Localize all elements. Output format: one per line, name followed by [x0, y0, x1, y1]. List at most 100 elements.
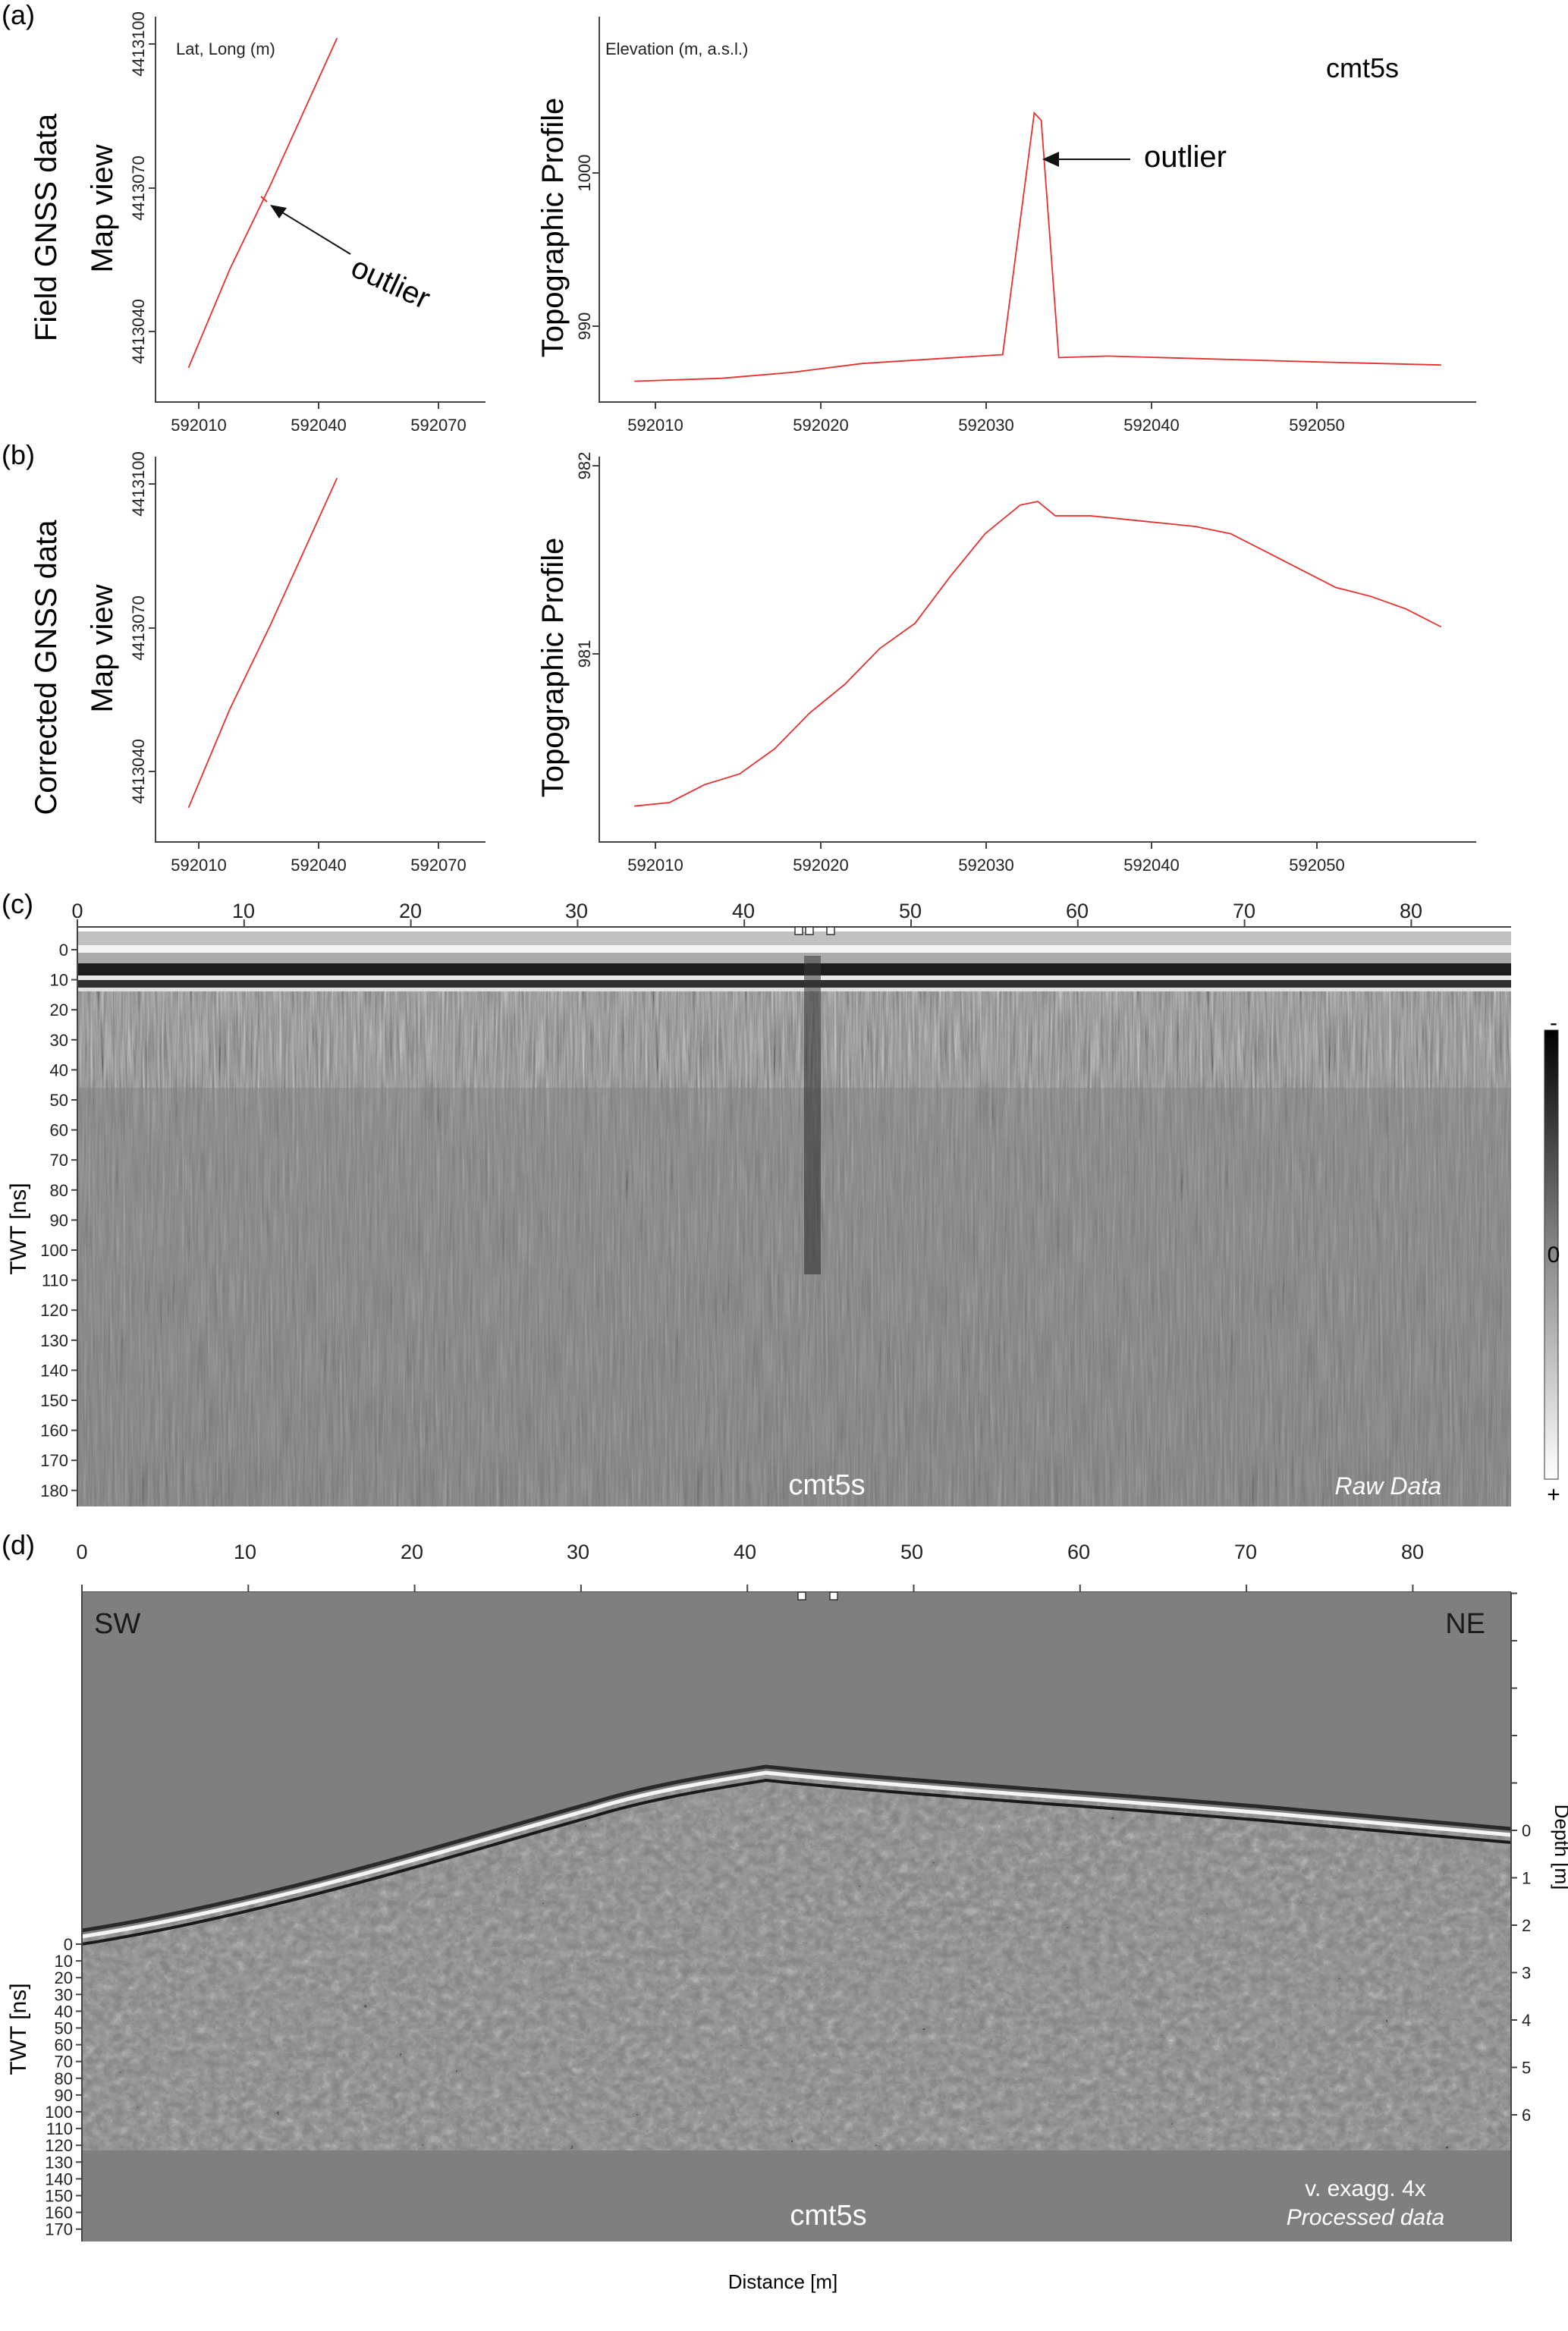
panel-d-xtick: 50 [900, 1541, 923, 1563]
panel-a-profile-inner-label: Elevation (m, a.s.l.) [605, 39, 748, 58]
panel-d-letter: (d) [2, 1529, 35, 1560]
panel-d-ytick: 60 [55, 2036, 73, 2055]
panel-d-ytick: 50 [55, 2019, 73, 2038]
panel-d-caption1: v. exagg. 4x [1305, 2176, 1426, 2201]
panel-a-profile-ytick: 990 [575, 313, 594, 341]
direction-ne: NE [1445, 1608, 1485, 1640]
panel-c-xtick: 70 [1233, 900, 1255, 922]
panel-c-ytick: 130 [40, 1331, 68, 1350]
panel-d-xtick: 40 [734, 1541, 756, 1563]
panel-a-profile-trace [634, 111, 1441, 382]
panel-d-xtick: 60 [1067, 1541, 1090, 1563]
panel-c-ytick: 10 [50, 971, 68, 990]
panel-d-right-axis: 0 1 2 3 4 5 6 [1511, 1592, 1531, 2125]
panel-d-xtick: 20 [401, 1541, 423, 1563]
panel-d-depth-tick: 0 [1522, 1821, 1531, 1840]
panel-a-profile-axes [592, 17, 1476, 409]
panel-c-letter: (c) [2, 888, 33, 919]
profile-outlier-arrow [1042, 152, 1130, 167]
panel-a-row-label: Field GNSS data [30, 113, 63, 341]
panel-d-top-ticks [81, 1585, 1414, 1592]
processed-radargram [82, 1592, 1511, 2241]
panel-a-map-xtick: 592070 [410, 416, 466, 435]
panel-d-depth-tick: 6 [1522, 2106, 1531, 2125]
panel-c-caption: Raw Data [1335, 1472, 1442, 1500]
panel-b-profile-ytick: 982 [575, 452, 594, 480]
colorbar [1544, 1029, 1559, 1480]
panel-c-ytick: 80 [50, 1181, 68, 1200]
panel-d-depth-tick: 4 [1522, 2011, 1531, 2030]
profile-outlier-label: outlier [1144, 140, 1227, 174]
panel-c-ytick: 170 [40, 1451, 68, 1470]
panel-a-profile-xtick: 592010 [627, 416, 683, 435]
panel-a-map-trace [187, 37, 338, 369]
map-outlier-arrow [270, 205, 351, 255]
panel-c-ytick: 50 [50, 1091, 68, 1110]
panel-c-ytick: 180 [40, 1481, 68, 1500]
panel-d-ytick: 160 [45, 2204, 73, 2223]
panel-a-map-ylabel: Map view [86, 144, 119, 272]
panel-b-map-ytick: 4413100 [129, 451, 148, 517]
panel-b-map-ylabel: Map view [86, 584, 119, 712]
panel-b-profile-ytick: 981 [575, 640, 594, 668]
panel-b-map-xtick: 592070 [410, 856, 466, 875]
panel-c-ytick: 150 [40, 1391, 68, 1410]
panel-c-ytick: 60 [50, 1121, 68, 1140]
panel-d-ytick: 10 [55, 1952, 73, 1971]
panel-d-ytick: 130 [45, 2153, 73, 2172]
panel-d-ylabel: TWT [ns] [6, 1983, 31, 2075]
panel-a-map-ytick: 4413070 [129, 156, 148, 221]
panel-a-map-ytick: 4413040 [129, 299, 148, 364]
panel-c-xtick: 30 [565, 900, 588, 922]
panel-d-ytick: 110 [46, 2119, 73, 2138]
map-outlier-label: outlier [346, 250, 435, 316]
panel-d-ytick: 150 [45, 2187, 73, 2206]
panel-a-profile-xtick: 592020 [793, 416, 848, 435]
colorbar-top-label: - [1550, 1010, 1557, 1035]
panel-d-depth-tick: 3 [1522, 1964, 1531, 1983]
panel-b-profile-xtick: 592030 [958, 856, 1013, 875]
panel-d-line-name: cmt5s [790, 2200, 866, 2232]
panel-d-depth-tick: 1 [1522, 1869, 1531, 1888]
marker [826, 926, 835, 935]
panel-c-ytick: 120 [40, 1301, 68, 1320]
colorbar-bottom-label: + [1547, 1482, 1560, 1507]
panel-a-letter: (a) [2, 0, 35, 30]
panel-d-xlabel: Distance [m] [728, 2270, 838, 2293]
panel-c-ytick: 20 [50, 1001, 68, 1019]
panel-b-row-label: Corrected GNSS data [30, 520, 63, 815]
marker [797, 1591, 806, 1601]
panel-d-xtick: 0 [76, 1541, 87, 1563]
panel-c-xtick: 80 [1400, 900, 1422, 922]
panel-c-ytick: 30 [50, 1031, 68, 1050]
panel-c-ytick: 0 [59, 941, 68, 960]
panel-a-profile-xtick: 592050 [1289, 416, 1344, 435]
panel-d-xtick: 80 [1401, 1541, 1424, 1563]
panel-b-profile-xtick: 592010 [627, 856, 683, 875]
marker [794, 926, 803, 935]
panel-c-ylabel: TWT [ns] [6, 1183, 31, 1274]
panel-a-map-axes [149, 17, 485, 409]
panel-a-map-inner-label: Lat, Long (m) [176, 39, 275, 58]
panel-d-caption2: Processed data [1287, 2205, 1444, 2230]
panel-c-ytick: 160 [40, 1422, 68, 1440]
panel-d-left-axis: 0102030405060708090100110120130140150160… [45, 1935, 82, 2239]
panel-b-map-ytick: 4413040 [129, 739, 148, 804]
panel-c-ytick: 40 [50, 1060, 68, 1079]
panel-c-xtick: 60 [1066, 900, 1089, 922]
panel-c-xtick: 50 [899, 900, 922, 922]
panel-a-map-xtick: 592010 [171, 416, 226, 435]
panel-a: (a) Field GNSS data Map view 4413100 441… [2, 0, 1476, 435]
panel-a-profile-xtick: 592030 [958, 416, 1013, 435]
panel-d-right-label: Depth [m] [1551, 1805, 1568, 1890]
panel-c-ytick: 100 [40, 1241, 68, 1260]
panel-d-ytick: 80 [55, 2069, 73, 2088]
raw-radargram [77, 931, 1511, 1506]
panel-d-depth-tick: 5 [1522, 2059, 1531, 2078]
panel-d-ytick: 20 [55, 1968, 73, 1987]
panel-a-profile-xtick: 592040 [1123, 416, 1179, 435]
panel-a-map-xtick: 592040 [291, 416, 346, 435]
colorbar-mid-label: 0 [1548, 1242, 1560, 1268]
panel-a-profile-title: cmt5s [1326, 52, 1399, 83]
panel-c-xtick: 20 [399, 900, 422, 922]
